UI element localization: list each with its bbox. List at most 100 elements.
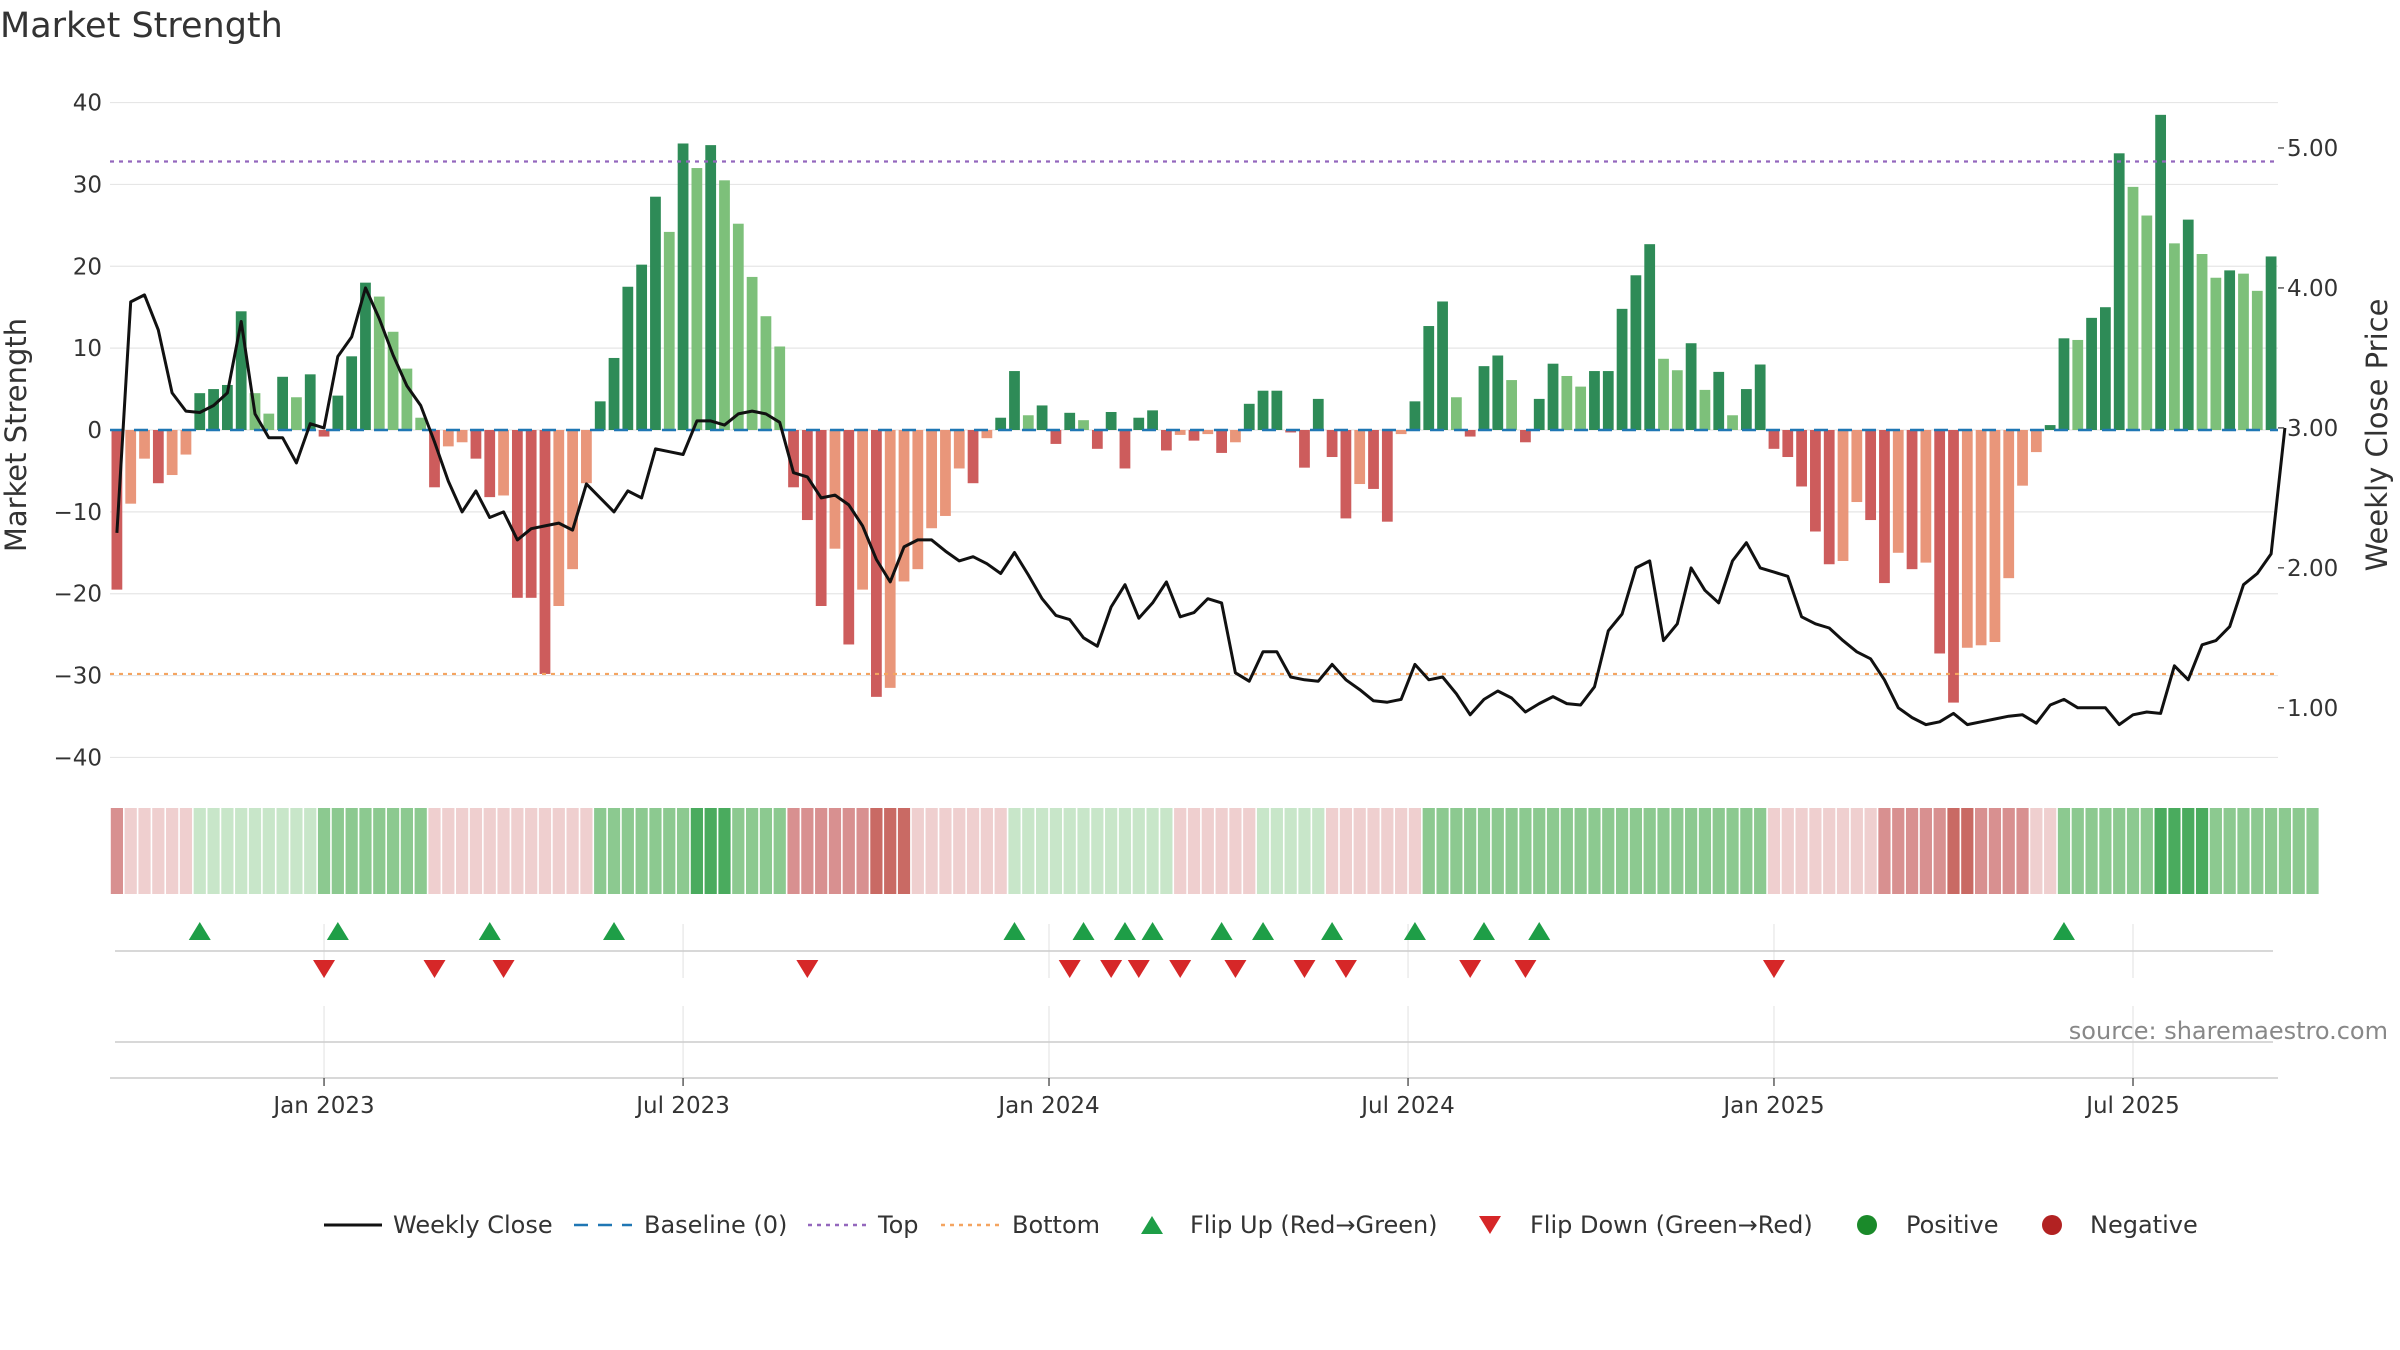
heat-cell [331,808,344,894]
heat-cell [911,808,924,894]
strength-bar [1602,371,1614,430]
strength-bar [511,430,523,598]
heat-cell [414,808,427,894]
strength-bar [1091,430,1103,449]
strength-bar [2224,270,2236,430]
heat-cell [152,808,165,894]
strength-bar [774,346,786,430]
flip-up-marker [1252,922,1275,940]
strength-bar [484,430,496,498]
strength-bar [1644,244,1656,430]
strength-bar [1478,366,1490,430]
heat-cell [248,808,262,894]
flip-down-marker [1762,960,1785,978]
source-label: source: sharemaestro.com [2069,1017,2388,1045]
heat-cell [1712,808,1725,894]
flip-down-marker [492,960,515,978]
strength-bar [470,430,482,459]
heat-cell [1091,808,1104,894]
heat-cell [317,808,331,894]
strength-bar [1934,430,1946,654]
heat-cell [2251,808,2264,894]
y-tick-label-left: 0 [87,418,102,444]
heat-cell [925,808,938,894]
heat-cell [1657,808,1670,894]
strength-bar [1575,386,1587,430]
heat-cell [1381,808,1394,894]
heat-cell [1892,808,1905,894]
strength-bar [953,430,965,469]
strength-bar [995,417,1007,430]
flip-up-marker [326,922,349,940]
heat-cell [2264,808,2278,894]
strength-bar [912,430,924,570]
strength-bar [208,389,219,430]
heat-cell [635,808,648,894]
heat-cell [1533,808,1546,894]
flip-up-marker [478,922,501,940]
heat-cell [1201,808,1214,894]
close-line-group [115,286,2287,727]
heat-cell [110,808,124,894]
heat-cell [290,808,303,894]
heat-cell [980,808,993,894]
x-tick-label: Jul 2023 [634,1093,730,1119]
strength-bar [346,356,358,430]
strength-bar [829,430,841,549]
strength-bar [1009,371,1020,430]
legend-swatch-positive [1857,1215,1877,1235]
strength-bar [967,430,979,484]
heat-cell [1146,808,1159,894]
heat-cell [1629,808,1642,894]
flip-up-marker [1472,922,1495,940]
heat-cell [442,808,455,894]
strength-bar [1727,415,1738,430]
strength-bar [2072,339,2084,430]
strength-bar [1437,301,1448,430]
flip-up-marker [603,922,626,940]
strength-bar [1464,430,1476,437]
heat-cell [2278,808,2292,894]
heat-cell [166,808,179,894]
heat-cell [1726,808,1739,894]
heat-cell [1961,808,1974,894]
heat-cell [193,808,206,894]
strength-bar [760,316,772,430]
strength-bar [2030,430,2042,453]
heat-cell [1022,808,1035,894]
y-tick-label-right: 5.00 [2287,136,2338,162]
heat-cell [2113,808,2126,894]
x-tick-label: Jan 2024 [996,1093,1099,1119]
legend-label-bottom: Bottom [1012,1211,1100,1239]
heat-cell [2085,808,2098,894]
legend-label-baseline: Baseline (0) [644,1211,787,1239]
heat-cell [759,808,773,894]
strength-bar [1948,430,1959,703]
strength-bar [1064,412,1076,430]
strength-bar [567,430,578,570]
heat-cell [1781,808,1794,894]
strength-bar [1326,430,1338,458]
heat-cell [1298,808,1311,894]
heat-cell [2223,808,2236,894]
heat-cell [690,808,703,894]
heat-cell [1353,808,1366,894]
strength-bar [815,430,827,606]
heat-cell [621,808,634,894]
strength-bar [304,374,316,430]
heat-cell [1408,808,1422,894]
heat-cell [1270,808,1283,894]
strength-bar [1105,411,1117,430]
strength-bar [498,430,509,496]
strength-bar [1920,430,1932,563]
strength-bar [332,395,344,430]
heat-cell [1546,808,1560,894]
heat-cell [1933,808,1946,894]
strength-bar [1230,430,1241,443]
heat-cell [124,808,137,894]
heat-cell [1256,808,1270,894]
strength-bar [539,430,551,674]
strength-bar [1740,389,1752,430]
legend-label-top: Top [877,1211,919,1239]
y-axis-right-title: Weekly Close Price [2360,299,2394,572]
